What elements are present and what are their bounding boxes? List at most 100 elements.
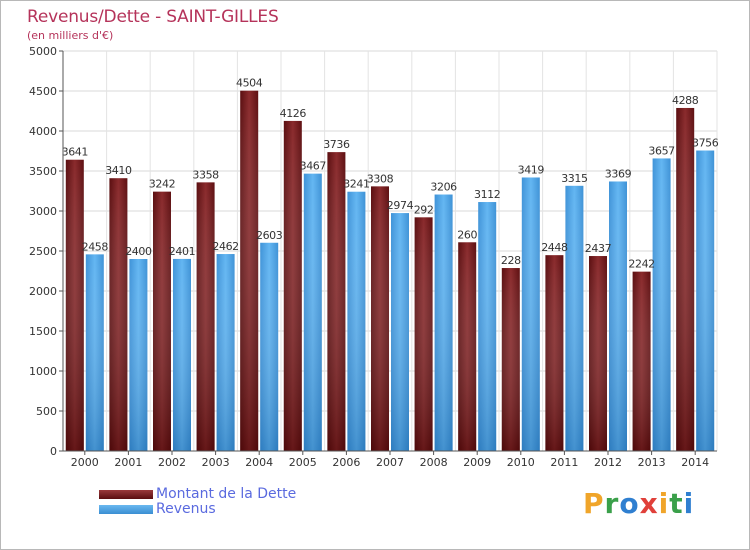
bar-shade <box>434 194 453 451</box>
data-label-dette: 3641 <box>62 146 88 159</box>
x-tick-label: 2002 <box>158 456 186 469</box>
data-label-dette: 292 <box>414 203 434 216</box>
data-label-dette: 4288 <box>672 94 699 107</box>
bar-shade <box>173 258 191 451</box>
y-tick-label: 0 <box>50 445 57 458</box>
bar-shade <box>85 254 104 451</box>
x-tick-label: 2011 <box>550 456 578 469</box>
legend-swatch-revenus <box>99 505 153 514</box>
bar-shade <box>652 158 671 451</box>
data-label-revenus: 3467 <box>300 160 327 173</box>
chart-subtitle: (en milliers d'€) <box>27 29 114 42</box>
bar-shade <box>676 107 695 452</box>
logo-letter: i <box>658 487 670 520</box>
bar-shade <box>632 271 651 451</box>
x-tick-label: 2008 <box>420 456 448 469</box>
x-tick-label: 2010 <box>507 456 535 469</box>
bar-shade <box>260 242 279 451</box>
y-tick-label: 1000 <box>29 365 57 378</box>
logo-letter: o <box>619 487 640 520</box>
bar-shade <box>414 217 433 451</box>
bar-shade <box>565 185 584 452</box>
y-tick-label: 1500 <box>29 325 57 338</box>
x-tick-label: 2006 <box>332 456 360 469</box>
bar-shade <box>109 178 128 451</box>
bar-shade <box>696 150 715 451</box>
bar-shade <box>391 213 409 451</box>
data-label-revenus: 3756 <box>692 137 719 150</box>
y-tick-label: 3000 <box>29 205 57 218</box>
x-tick-label: 2012 <box>594 456 622 469</box>
data-label-revenus: 3419 <box>518 163 545 176</box>
data-label-revenus: 2400 <box>125 245 152 258</box>
bar-shade <box>327 152 346 451</box>
bar-shade <box>129 259 148 451</box>
data-label-revenus: 3241 <box>343 178 369 191</box>
legend-label-revenus: Revenus <box>156 501 216 517</box>
data-label-dette: 2242 <box>628 258 654 271</box>
x-tick-label: 2001 <box>114 456 142 469</box>
x-tick-label: 2009 <box>463 456 491 469</box>
x-tick-label: 2004 <box>245 456 273 469</box>
bar-shade <box>216 254 235 451</box>
x-tick-label: 2005 <box>289 456 317 469</box>
bar-shade <box>589 256 607 451</box>
logo-letter: x <box>639 487 659 520</box>
bar-shade <box>458 242 477 451</box>
bar-shade <box>303 173 322 451</box>
bar-shade <box>521 177 540 452</box>
data-label-dette: 3308 <box>367 172 394 185</box>
x-tick-label: 2013 <box>638 456 666 469</box>
legend-label-dette: Montant de la Dette <box>156 486 297 502</box>
x-tick-label: 2014 <box>681 456 709 469</box>
data-label-dette: 2448 <box>541 241 568 254</box>
bar-shade <box>283 120 302 452</box>
data-label-dette: 3242 <box>149 178 175 191</box>
y-tick-label: 2500 <box>29 245 57 258</box>
data-label-revenus: 2401 <box>169 245 195 258</box>
y-tick-label: 5000 <box>29 45 57 58</box>
logo-letter: t <box>669 487 684 520</box>
bar-shade <box>501 268 520 451</box>
y-tick-label: 2000 <box>29 285 57 298</box>
data-label-dette: 4504 <box>236 77 263 90</box>
data-label-dette: 2437 <box>585 242 612 255</box>
x-tick-label: 2003 <box>202 456 230 469</box>
x-tick-label: 2007 <box>376 456 404 469</box>
data-label-revenus: 2603 <box>256 229 283 242</box>
bar-shade <box>371 186 389 452</box>
data-label-dette: 228 <box>501 254 521 267</box>
y-tick-label: 4000 <box>29 125 57 138</box>
bar-shade <box>347 191 366 451</box>
data-label-dette: 3736 <box>323 138 350 151</box>
data-label-revenus: 2974 <box>387 199 414 212</box>
bar-shade <box>65 159 84 451</box>
data-label-revenus: 2458 <box>82 240 109 253</box>
data-label-revenus: 2462 <box>212 240 238 253</box>
bar-shade <box>478 202 497 451</box>
data-label-revenus: 3112 <box>474 188 500 201</box>
logo-letter: r <box>604 487 620 520</box>
y-tick-label: 500 <box>36 405 57 418</box>
bar-shade <box>240 90 259 452</box>
y-tick-label: 4500 <box>29 85 57 98</box>
bar-shade <box>196 182 215 452</box>
data-label-revenus: 3657 <box>648 144 675 157</box>
logo-letter: i <box>683 487 695 520</box>
bar-shade <box>153 191 171 451</box>
logo-letter: P <box>583 487 605 520</box>
y-tick-label: 3500 <box>29 165 57 178</box>
legend-swatch-dette <box>99 490 153 499</box>
bar-shade <box>545 255 564 451</box>
data-label-dette: 4126 <box>280 107 307 120</box>
data-label-revenus: 3369 <box>605 167 632 180</box>
bar-shade <box>609 181 627 452</box>
data-label-dette: 3358 <box>192 168 219 181</box>
data-label-revenus: 3206 <box>430 181 457 194</box>
x-tick-label: 2000 <box>71 456 99 469</box>
proxiti-logo: Proxiti <box>583 487 694 520</box>
chart-title: Revenus/Dette - SAINT-GILLES <box>27 7 279 27</box>
data-label-revenus: 3315 <box>561 172 588 185</box>
